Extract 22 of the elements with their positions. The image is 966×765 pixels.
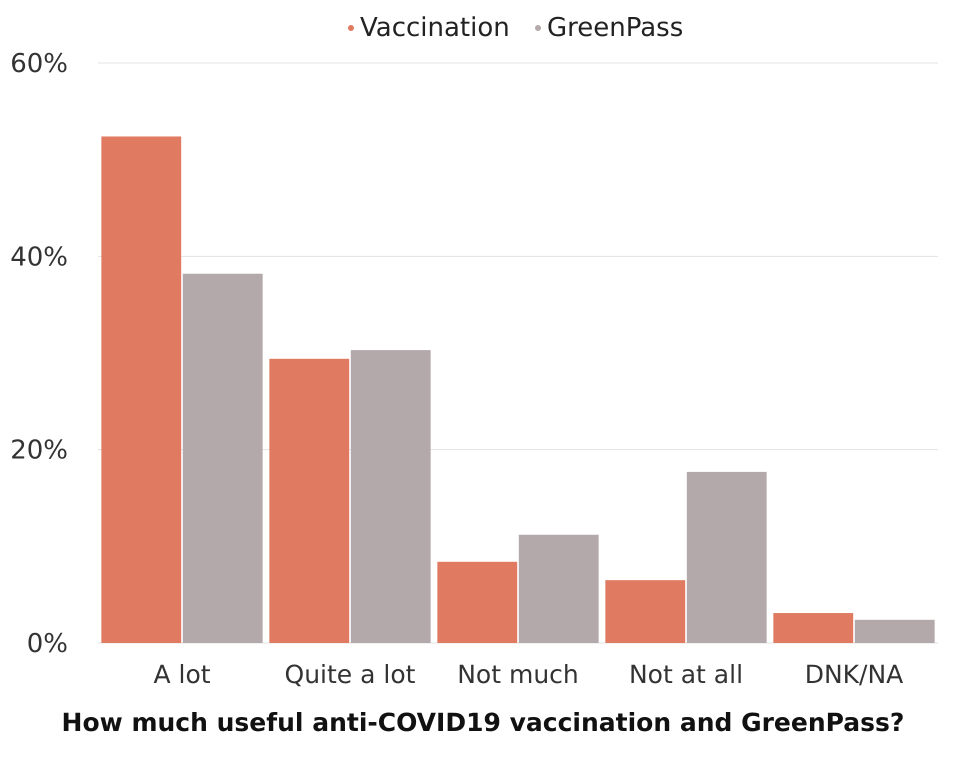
x-tick-label: Not at all xyxy=(628,660,744,689)
x-tick-label: Not much xyxy=(457,660,579,689)
x-tick-label: A lot xyxy=(153,660,211,689)
y-tick-label: 20% xyxy=(10,436,68,466)
bar xyxy=(437,562,518,643)
y-tick-label: 60% xyxy=(10,49,68,79)
bar xyxy=(605,580,686,643)
y-tick-label: 0% xyxy=(26,629,68,659)
x-tick-label: Quite a lot xyxy=(284,660,416,689)
x-axis-title: How much useful anti-COVID19 vaccination and GreenPass? xyxy=(62,708,904,737)
x-tick-label: DNK/NA xyxy=(804,660,904,689)
bar xyxy=(854,620,935,643)
bar xyxy=(101,136,182,643)
bar xyxy=(773,613,854,643)
bar xyxy=(350,350,431,643)
bar xyxy=(269,358,350,643)
legend-label: Vaccination xyxy=(360,13,510,43)
bar xyxy=(518,534,599,643)
legend-label: GreenPass xyxy=(547,13,684,43)
bar xyxy=(686,472,767,643)
y-tick-label: 40% xyxy=(10,242,68,272)
bar xyxy=(182,274,263,643)
